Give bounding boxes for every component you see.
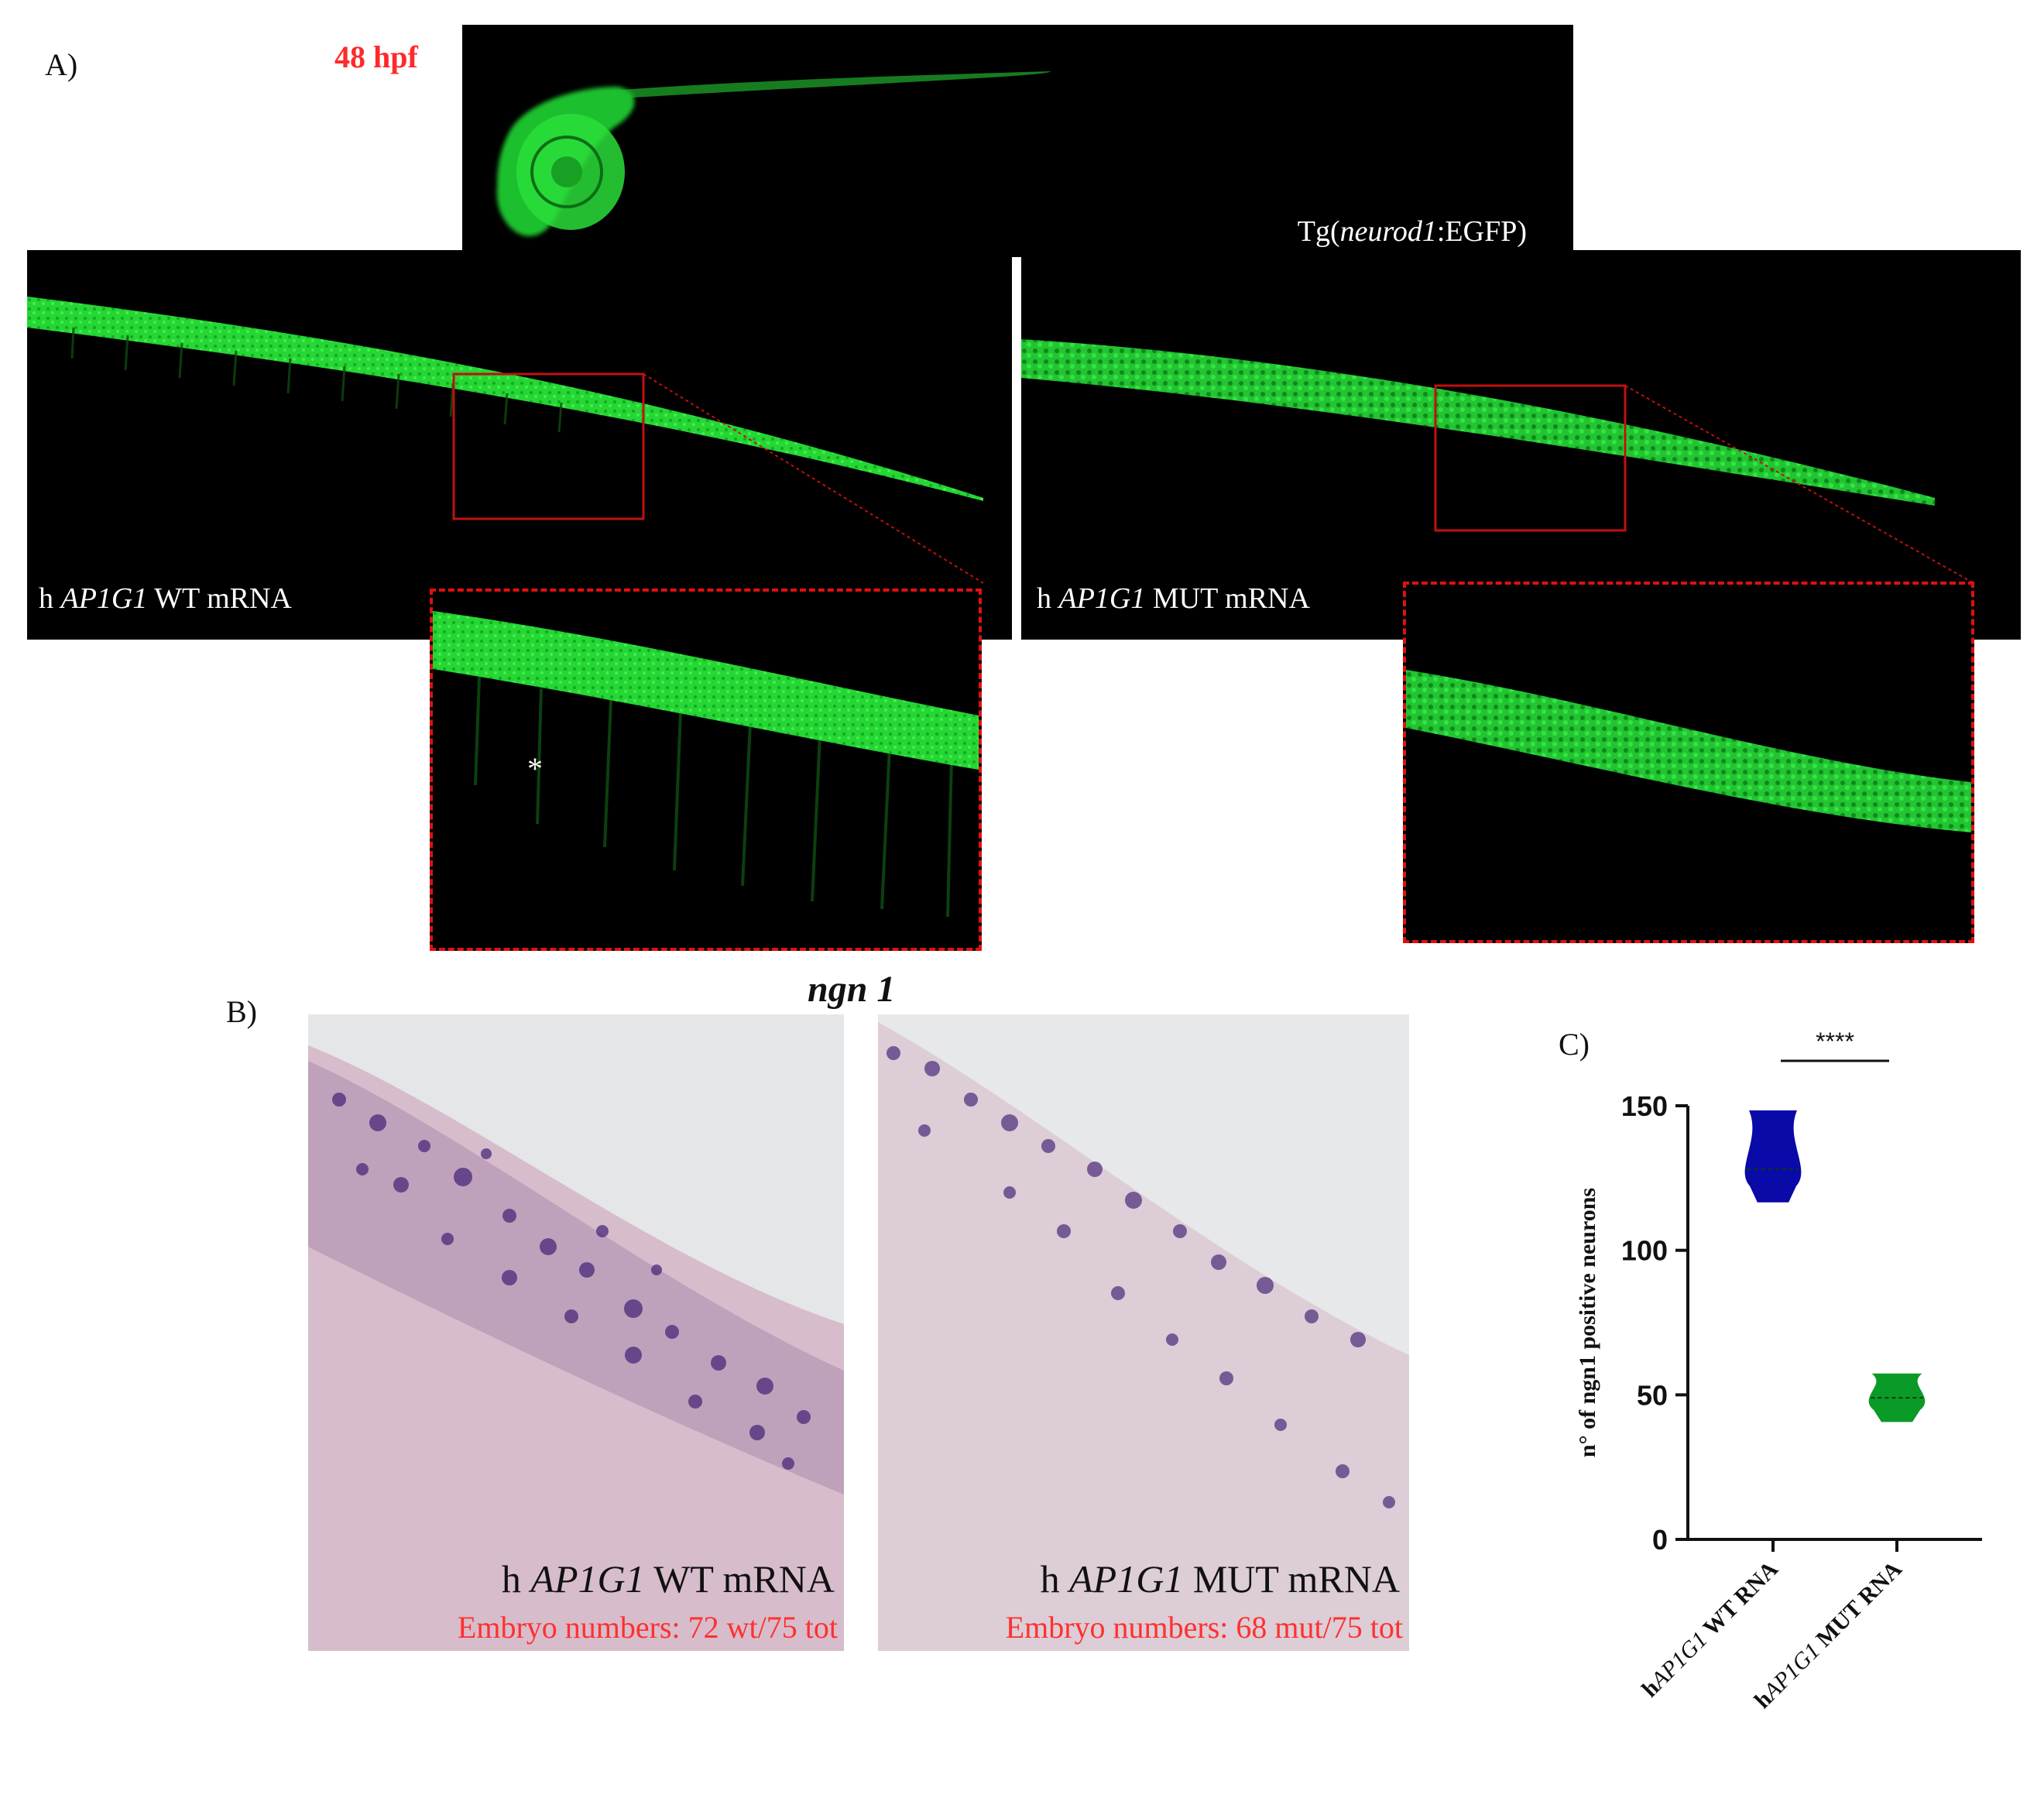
panel-b-letter: B) (226, 994, 257, 1029)
y-axis-label: n° of ngn1 positive neurons (1575, 1188, 1600, 1457)
mut-embryo-count: Embryo numbers: 68 mut/75 tot (1005, 1610, 1403, 1645)
panel-a-letter: A) (45, 47, 78, 82)
wt-ish-label: h AP1G1 WT mRNA (501, 1557, 835, 1601)
violin-shape (1744, 1110, 1802, 1203)
whole-embryo-image: Tg(neurod1:EGFP) (462, 25, 1573, 257)
wt-zoom-inset: * (430, 589, 982, 951)
y-tick-label: 0 (1652, 1524, 1668, 1556)
mut-lateral-label: h AP1G1 MUT mRNA (1037, 582, 1310, 615)
wt-lateral-image: h AP1G1 WT mRNA (27, 250, 1012, 640)
transgene-label: Tg(neurod1:EGFP) (1297, 215, 1527, 248)
asterisk-marker: * (527, 751, 543, 786)
x-tick-label: hAP1G1 WT RNA (1637, 1556, 1783, 1702)
violin-shape (1868, 1373, 1926, 1422)
panel-divider (1012, 280, 1021, 640)
mut-lateral-image: h AP1G1 MUT mRNA (1021, 250, 2021, 640)
mut-zoom-inset (1403, 582, 1974, 943)
panel-b-title: ngn 1 (808, 969, 896, 1010)
wt-ish-image: h AP1G1 WT mRNA Embryo numbers: 72 wt/75… (308, 1014, 844, 1651)
y-tick-label: 150 (1621, 1090, 1668, 1122)
mut-ish-label: h AP1G1 MUT mRNA (1040, 1557, 1400, 1601)
panel-c-letter: C) (1559, 1027, 1590, 1062)
wt-lateral-label: h AP1G1 WT mRNA (39, 582, 292, 615)
time-label: 48 hpf (334, 39, 418, 74)
wt-embryo-count: Embryo numbers: 72 wt/75 tot (457, 1610, 838, 1645)
y-tick-label: 50 (1637, 1379, 1668, 1411)
violin-chart: 0 50 100 150 n° of ngn1 positive neurons hAP1… (1548, 1007, 2013, 1781)
mut-ish-image: h AP1G1 MUT mRNA Embryo numbers: 68 mut/… (878, 1014, 1409, 1651)
y-tick-label: 100 (1621, 1235, 1668, 1267)
significance-label: **** (1816, 1028, 1854, 1055)
